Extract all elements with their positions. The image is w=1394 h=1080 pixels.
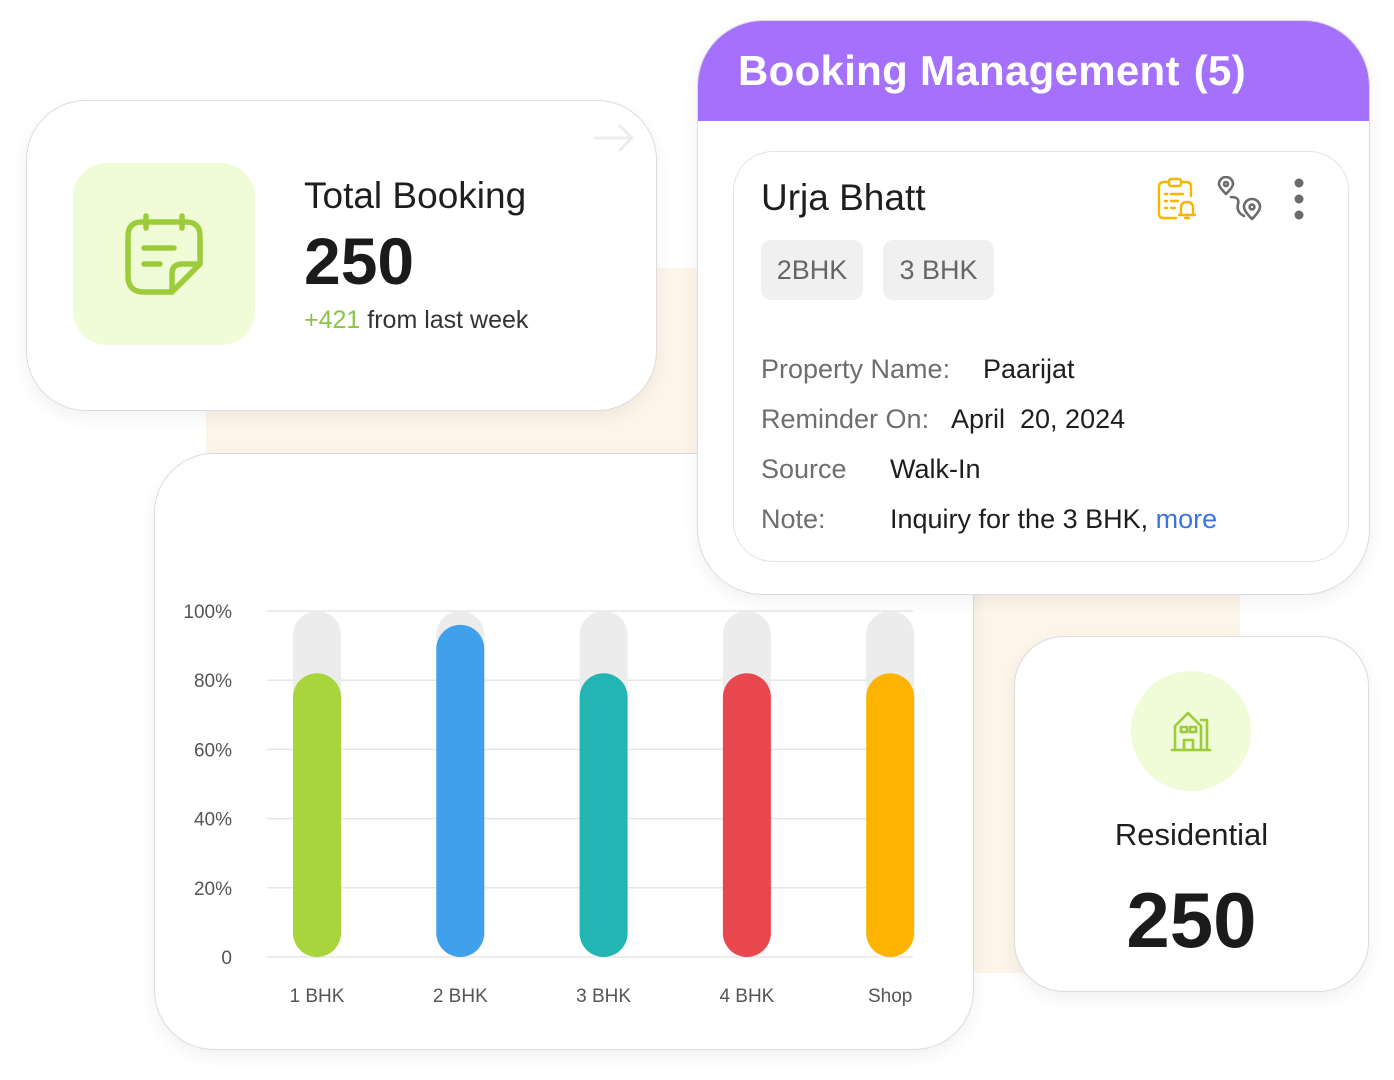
client-name: Urja Bhatt — [761, 177, 926, 218]
delta-suffix: from last week — [367, 306, 529, 334]
booking-entry-card[interactable]: Urja Bhatt — [733, 151, 1349, 562]
residential-card[interactable]: Residential 250 — [1014, 636, 1369, 992]
total-booking-card[interactable]: Total Booking 250 +421 from last week — [26, 100, 657, 411]
bar-chart: 0 20% 40% 60% 80% 100% 1 BHK 2 BHK 3 BHK 4 BHK Sho… — [183, 602, 915, 1007]
y-tick-label: 60% — [194, 740, 232, 761]
bar[interactable] — [579, 673, 628, 957]
note-more-link[interactable]: more — [1155, 504, 1218, 534]
reminder-row: Reminder On: April 20, 2024 — [761, 404, 1125, 435]
property-name-value: Paarijat — [983, 354, 1075, 384]
y-tick-label: 0 — [221, 948, 232, 969]
more-vertical-icon[interactable] — [1289, 178, 1309, 220]
x-tick-label: 3 BHK — [576, 986, 631, 1007]
booking-title-text: Booking Management — [738, 47, 1180, 94]
sticky-note-icon — [125, 213, 203, 295]
clipboard-reminder-icon[interactable] — [1154, 176, 1200, 222]
bar[interactable] — [722, 673, 771, 957]
y-tick-label: 20% — [194, 879, 232, 900]
residential-label: Residential — [1114, 817, 1269, 852]
note-row: Note: Inquiry for the 3 BHK, more — [761, 504, 1217, 535]
house-icon — [1170, 711, 1212, 752]
booking-management-title: Booking Management (5) — [738, 47, 1246, 95]
y-tick-label: 80% — [194, 671, 232, 692]
tag-chip[interactable]: 3 BHK — [883, 240, 994, 300]
y-tick-label: 40% — [194, 810, 232, 831]
booking-count: (5) — [1193, 47, 1246, 94]
note-value: Inquiry for the 3 BHK, more — [890, 504, 1217, 535]
bar[interactable] — [436, 624, 485, 957]
arrow-right-icon[interactable] — [592, 121, 638, 155]
source-value: Walk-In — [890, 454, 981, 484]
bar[interactable] — [866, 673, 915, 957]
source-label: Source — [761, 454, 847, 484]
reminder-value: April 20, 2024 — [951, 404, 1126, 434]
residential-icon-circle — [1131, 671, 1251, 791]
y-tick-label: 100% — [183, 602, 232, 623]
total-booking-delta: +421 from last week — [304, 306, 528, 335]
total-booking-icon-box — [73, 163, 255, 345]
source-row: Source Walk-In — [761, 454, 981, 485]
total-booking-title: Total Booking — [304, 175, 527, 216]
reminder-label: Reminder On: — [761, 404, 930, 434]
x-tick-label: 4 BHK — [719, 986, 774, 1007]
delta-number: +421 — [304, 306, 361, 334]
x-tick-label: 1 BHK — [290, 986, 345, 1007]
x-tick-label: Shop — [868, 986, 912, 1007]
x-tick-label: 2 BHK — [433, 986, 488, 1007]
tag-chip[interactable]: 2BHK — [761, 240, 863, 300]
booking-management-panel: Booking Management (5) Urja Bhatt — [697, 20, 1370, 595]
total-booking-value: 250 — [304, 224, 415, 298]
residential-value: 250 — [1126, 876, 1257, 964]
property-name-label: Property Name: — [761, 354, 951, 384]
note-label: Note: — [761, 504, 826, 534]
route-pin-icon[interactable] — [1216, 176, 1262, 222]
property-name-row: Property Name: Paarijat — [761, 354, 1075, 385]
bar[interactable] — [293, 673, 341, 957]
note-text: Inquiry for the 3 BHK, — [890, 504, 1149, 534]
booking-management-header: Booking Management (5) — [698, 21, 1369, 121]
